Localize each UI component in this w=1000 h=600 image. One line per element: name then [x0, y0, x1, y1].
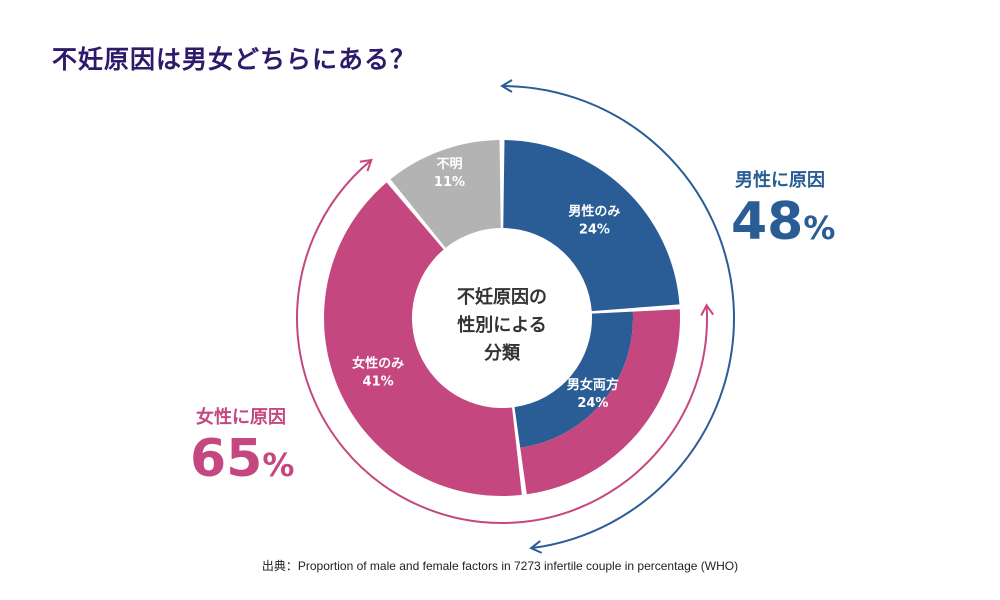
center-label: 不妊原因の 性別による 分類 — [457, 286, 547, 364]
female-total-number: 65 — [190, 429, 263, 489]
slice-3 — [390, 140, 501, 248]
slice-name-1: 男女両方 — [567, 377, 619, 393]
segment-labels: 男性のみ 24% 男女両方 24% 女性のみ 41% 不明 11% — [352, 157, 620, 411]
male-total-value: 48% — [731, 196, 835, 248]
slice-0 — [503, 140, 680, 312]
slice-value-3: 11% — [434, 175, 465, 190]
donut-hole — [413, 229, 591, 407]
center-label-line-1: 不妊原因の — [457, 286, 547, 308]
female-total-value: 65% — [190, 433, 294, 485]
slice-2 — [324, 182, 522, 497]
page-title: 不妊原因は男女どちらにある？ — [52, 45, 417, 74]
range-arrows — [296, 79, 735, 554]
male-total-label: 男性に原因 — [735, 170, 825, 191]
center-label-line-3: 分類 — [484, 343, 521, 364]
male-range-arrow-head-start — [500, 79, 513, 93]
slice-name-2: 女性のみ — [352, 356, 404, 372]
slice-name-3: 不明 — [436, 157, 462, 172]
donut-segments — [324, 140, 680, 497]
female-range-arrow — [296, 159, 708, 524]
female-range-arrow-head-end — [359, 158, 373, 172]
source-note: 出典：Proportion of male and female factors… — [261, 559, 739, 573]
female-total-unit: % — [262, 446, 295, 484]
slice-value-0: 24% — [579, 223, 610, 238]
slice-outer-1 — [520, 309, 680, 495]
center-label-line-2: 性別による — [457, 314, 546, 336]
male-total-unit: % — [803, 209, 836, 247]
male-range-arrow — [501, 85, 735, 550]
slice-value-1: 24% — [577, 396, 608, 411]
slice-value-2: 41% — [363, 375, 394, 390]
slice-name-0: 男性のみ — [568, 204, 620, 220]
female-total-label: 女性に原因 — [196, 407, 286, 428]
female-range-arrow-head-start — [700, 303, 715, 316]
male-range-arrow-head-end — [529, 540, 543, 554]
slice-inner-1 — [514, 311, 634, 448]
male-total-number: 48 — [731, 192, 804, 252]
